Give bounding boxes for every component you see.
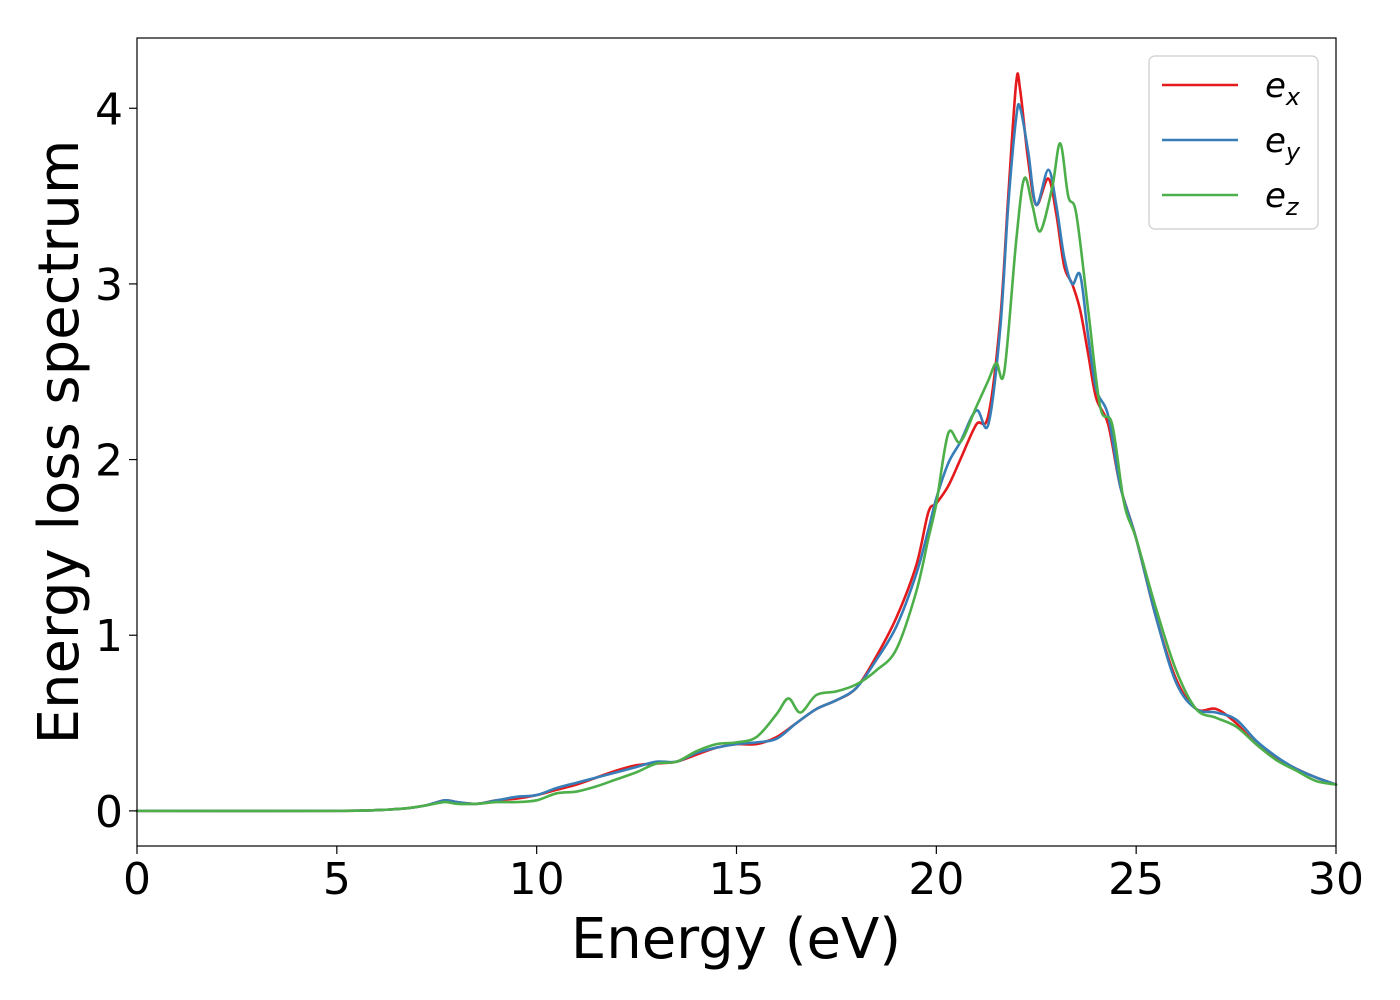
legend-label-z: ez xyxy=(1265,176,1300,221)
x-axis-label: Energy (eV) xyxy=(571,907,901,972)
y-axis-ticks: 0 1 2 3 4 xyxy=(95,84,137,838)
legend-box xyxy=(1148,55,1319,230)
x-tick-label: 30 xyxy=(1308,854,1364,905)
y-tick-label: 0 xyxy=(95,787,123,838)
y-tick-label: 4 xyxy=(95,84,123,135)
x-tick-label: 10 xyxy=(509,854,565,905)
y-tick-label: 2 xyxy=(95,436,123,487)
y-tick-label: 3 xyxy=(95,260,123,311)
series-layer xyxy=(135,72,1338,813)
x-axis-ticks: 0 5 10 15 20 25 30 xyxy=(123,846,1364,905)
legend-label-x: ex xyxy=(1265,66,1301,111)
series-line-e-z xyxy=(135,142,1338,813)
y-tick-label: 1 xyxy=(95,611,123,662)
x-tick-label: 0 xyxy=(123,854,151,905)
legend-label-y: ey xyxy=(1265,121,1301,166)
y-axis-label: Energy loss spectrum xyxy=(27,140,92,745)
x-tick-label: 25 xyxy=(1108,854,1164,905)
x-tick-label: 15 xyxy=(709,854,765,905)
x-tick-label: 20 xyxy=(908,854,964,905)
x-tick-label: 5 xyxy=(323,854,351,905)
legend: ex ey ez xyxy=(1148,55,1319,230)
